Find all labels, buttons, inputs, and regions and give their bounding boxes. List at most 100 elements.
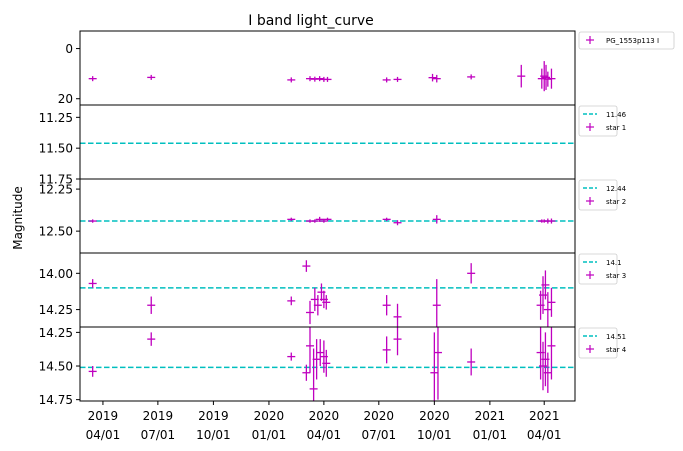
data-point [315, 216, 324, 222]
legend-box [578, 327, 618, 359]
legend-4: 14.1 star 3 [578, 253, 626, 285]
x-tick: 2020 04/01 [307, 401, 342, 442]
panels: 0 20 PG_1553p113 I 11.25 11.50 11.75 11.46 star… [39, 30, 675, 407]
panel-1: 0 20 PG_1553p113 I [58, 30, 675, 106]
data-point [428, 73, 437, 82]
x-tick: 2019 10/01 [196, 401, 231, 442]
data-point [433, 327, 442, 400]
panel-4: 14.00 14.25 14.1 star 3 [39, 252, 626, 328]
y-tick-label: 0 [65, 42, 73, 56]
legend-label: star 1 [606, 124, 626, 132]
legend-label: star 4 [606, 346, 627, 354]
x-tick-label-date: 07/01 [141, 428, 176, 442]
x-tick-label-year: 2021 [529, 409, 560, 423]
data-point [287, 296, 296, 306]
x-tick: 2020 07/01 [362, 401, 396, 442]
x-tick: 2019 04/01 [86, 401, 121, 442]
y-tick-label: 14.25 [39, 326, 73, 340]
data-point [467, 74, 476, 80]
data-point [467, 348, 476, 376]
data-point [547, 218, 556, 224]
panel-background [80, 31, 575, 105]
data-point [88, 279, 97, 288]
data-point [305, 300, 314, 325]
x-tick-label-year: 2020 [254, 409, 285, 423]
data-point [323, 217, 332, 222]
data-point [547, 327, 556, 380]
legend-label: 12.44 [606, 185, 627, 193]
x-tick-label-date: 01/01 [473, 428, 508, 442]
x-tick-label-year: 2019 [88, 409, 119, 423]
panel-frame [79, 326, 576, 402]
x-tick: 2021 04/01 [527, 401, 562, 442]
legend-1: PG_1553p113 I [578, 31, 675, 50]
data-point [543, 292, 552, 327]
data-point [147, 332, 156, 346]
data-point [382, 217, 391, 222]
data-point [547, 68, 556, 89]
legend-box [578, 179, 618, 211]
panel-3: 12.25 12.50 12.44 star 2 [39, 178, 627, 254]
legend-label: 14.51 [606, 333, 626, 341]
y-tick-label: 11.50 [39, 142, 73, 156]
x-tick: 2020 01/01 [252, 401, 287, 442]
data-point [88, 76, 97, 82]
y-tick-label: 14.50 [39, 360, 73, 374]
x-tick-label-date: 01/01 [252, 428, 287, 442]
data-point [313, 295, 322, 316]
legend-5: 14.51 star 4 [578, 327, 627, 359]
x-tick-label-date: 04/01 [86, 428, 121, 442]
x-tick-label-date: 10/01 [417, 428, 452, 442]
data-point [147, 74, 156, 80]
data-point [302, 364, 311, 381]
data-point [540, 61, 549, 92]
data-point [309, 348, 318, 401]
data-point [517, 64, 526, 88]
data-point [393, 327, 402, 356]
data-point [287, 217, 296, 222]
panel-background [80, 179, 575, 253]
x-tick-label-date: 04/01 [307, 428, 342, 442]
legend-label: 14.1 [606, 259, 622, 267]
y-axis-label: Magnitude [11, 186, 25, 250]
data-point [310, 219, 319, 223]
data-point [287, 77, 296, 83]
legend-2: 11.46 star 1 [578, 105, 627, 137]
y-tick-label: 11.25 [39, 111, 73, 125]
data-point [393, 76, 402, 82]
data-point [305, 327, 314, 373]
x-tick-label-year: 2020 [419, 409, 450, 423]
x-tick: 2019 07/01 [141, 401, 176, 442]
data-points [88, 260, 556, 327]
data-point [316, 339, 325, 367]
y-tick-label: 12.50 [39, 225, 73, 239]
data-point [88, 219, 97, 223]
x-axis: 201904/01201907/01201910/01202001/012020… [86, 401, 562, 442]
legend-label: star 3 [606, 272, 626, 280]
data-point [541, 270, 550, 300]
legend-box [578, 31, 675, 50]
data-point [547, 287, 556, 317]
y-tick-label: 14.75 [39, 393, 73, 407]
panel-5: 14.25 14.50 14.75 14.51 star 4 [39, 326, 627, 407]
x-tick-label-year: 2019 [198, 409, 229, 423]
legend-box [578, 105, 618, 137]
data-point [88, 366, 97, 377]
data-point [543, 352, 552, 393]
data-points [88, 215, 556, 226]
x-tick-label-year: 2021 [475, 409, 506, 423]
y-tick-label: 14.25 [39, 303, 73, 317]
x-tick: 2020 10/01 [417, 401, 452, 442]
data-point [382, 295, 391, 316]
panel-2: 11.25 11.50 11.75 11.46 star 1 [39, 104, 627, 187]
data-point [542, 64, 551, 90]
data-point [287, 352, 296, 361]
x-tick-label-date: 10/01 [196, 428, 231, 442]
x-tick-label-year: 2020 [309, 409, 340, 423]
data-point [393, 220, 402, 226]
y-tick-label: 12.25 [39, 183, 73, 197]
data-point [382, 77, 391, 83]
data-point [432, 215, 441, 224]
y-tick-label: 14.00 [39, 267, 73, 281]
